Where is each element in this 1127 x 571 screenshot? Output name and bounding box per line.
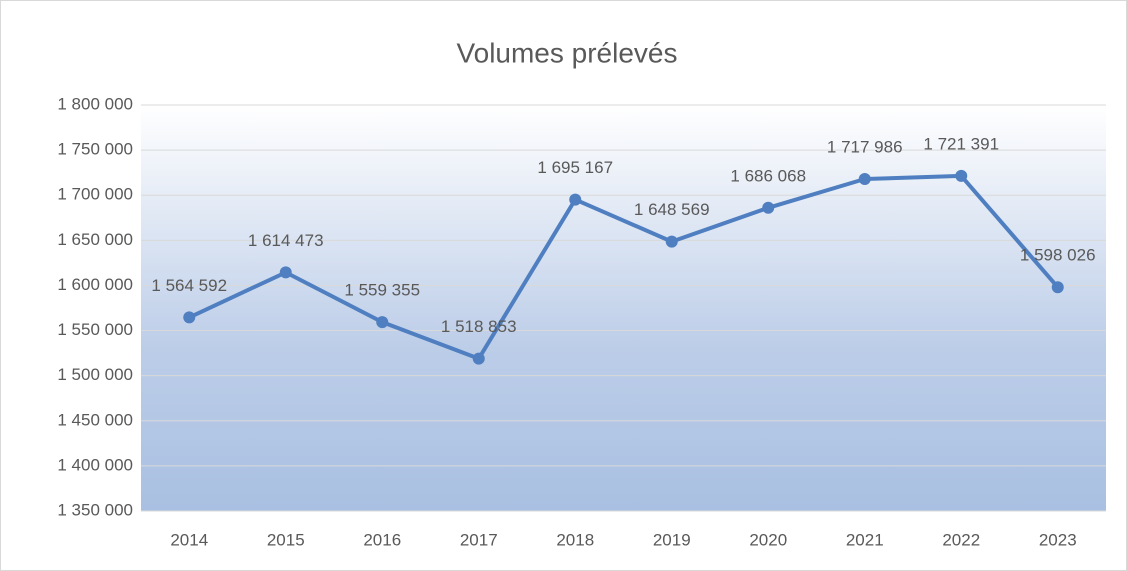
- marker: [569, 193, 582, 206]
- y-tick-label: 1 450 000: [57, 410, 133, 429]
- x-tick-label: 2022: [942, 530, 980, 549]
- marker: [665, 235, 678, 248]
- marker: [279, 266, 292, 279]
- data-label: 1 598 026: [1020, 246, 1096, 265]
- data-label: 1 518 853: [441, 317, 517, 336]
- y-tick-label: 1 350 000: [57, 500, 133, 519]
- y-tick-label: 1 650 000: [57, 230, 133, 249]
- marker: [1051, 281, 1064, 294]
- marker: [955, 169, 968, 182]
- data-label: 1 695 167: [537, 158, 613, 177]
- data-label: 1 559 355: [344, 281, 420, 300]
- y-tick-label: 1 550 000: [57, 320, 133, 339]
- chart-title: Volumes prélevés: [456, 37, 677, 68]
- marker: [376, 316, 389, 329]
- x-tick-label: 2020: [749, 530, 787, 549]
- data-label: 1 564 592: [151, 276, 227, 295]
- plot-area: [141, 105, 1106, 511]
- y-tick-label: 1 800 000: [57, 94, 133, 113]
- data-label: 1 717 986: [827, 137, 903, 156]
- y-tick-label: 1 400 000: [57, 455, 133, 474]
- marker: [762, 201, 775, 214]
- x-tick-label: 2015: [267, 530, 305, 549]
- line: [188, 173, 1060, 361]
- y-tick-label: 1 750 000: [57, 140, 133, 159]
- x-tick-label: 2023: [1039, 530, 1077, 549]
- x-tick-label: 2016: [363, 530, 401, 549]
- marker: [858, 172, 871, 185]
- y-tick-label: 1 600 000: [57, 275, 133, 294]
- marker: [183, 311, 196, 324]
- x-tick-label: 2021: [846, 530, 884, 549]
- y-tick-label: 1 500 000: [57, 365, 133, 384]
- data-label: 1 614 473: [248, 231, 324, 250]
- data-label: 1 648 569: [634, 200, 710, 219]
- x-tick-label: 2017: [460, 530, 498, 549]
- x-tick-label: 2019: [653, 530, 691, 549]
- data-label: 1 686 068: [730, 166, 806, 185]
- marker: [472, 352, 485, 365]
- data-label: 1 721 391: [923, 134, 999, 153]
- x-tick-label: 2018: [556, 530, 594, 549]
- x-tick-label: 2014: [170, 530, 208, 549]
- y-tick-label: 1 700 000: [57, 185, 133, 204]
